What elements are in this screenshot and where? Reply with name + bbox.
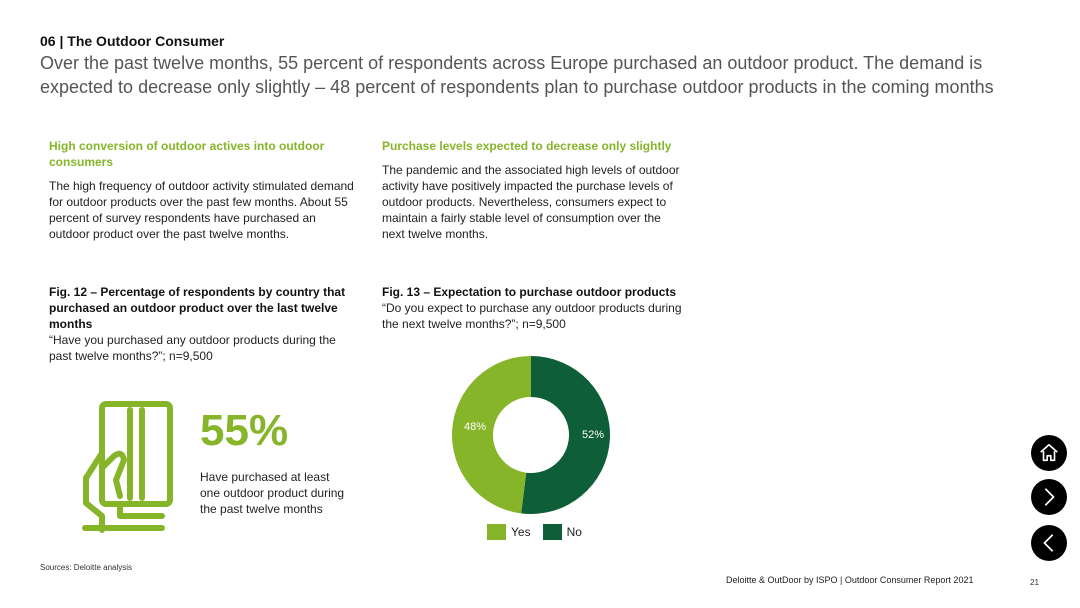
previous-page-button[interactable] <box>1031 525 1067 561</box>
left-sub-heading: High conversion of outdoor actives into … <box>49 139 325 169</box>
data-label-yes: 48% <box>464 421 486 433</box>
right-body-text: The pandemic and the associated high lev… <box>382 163 680 241</box>
donut-chart: 48% 52% <box>452 356 610 514</box>
report-footer: Deloitte & OutDoor by ISPO | Outdoor Con… <box>726 575 974 585</box>
section-title: 06 | The Outdoor Consumer <box>40 33 225 49</box>
legend-swatch-no <box>542 524 562 540</box>
stat-value: 55% <box>200 406 289 455</box>
left-body-text: The high frequency of outdoor activity s… <box>49 179 354 241</box>
fig12-title: Fig. 12 – Percentage of respondents by c… <box>49 285 346 331</box>
fig12-note: “Have you purchased any outdoor products… <box>49 333 336 363</box>
fig13-title: Fig. 13 – Expectation to purchase outdoo… <box>382 285 677 299</box>
legend-swatch-yes <box>487 524 506 540</box>
home-button[interactable] <box>1031 435 1067 471</box>
home-icon <box>1040 443 1058 462</box>
legend-label-no: No <box>566 525 582 539</box>
donut-slice-yes <box>452 356 531 514</box>
next-page-button[interactable] <box>1031 479 1067 515</box>
card-in-hand-icon <box>82 401 173 533</box>
legend-label-yes: Yes <box>511 525 531 539</box>
chevron-right-icon <box>1044 488 1055 506</box>
donut-slice-no <box>521 356 610 514</box>
chart-legend: Yes No <box>487 524 594 540</box>
right-column: Purchase levels expected to decrease onl… <box>382 138 682 242</box>
right-sub-heading: Purchase levels expected to decrease onl… <box>382 139 672 153</box>
data-label-no: 52% <box>582 429 604 441</box>
fig13-caption: Fig. 13 – Expectation to purchase outdoo… <box>382 284 682 332</box>
page-headline: Over the past twelve months, 55 percent … <box>40 53 994 97</box>
fig12-caption: Fig. 12 – Percentage of respondents by c… <box>49 284 354 364</box>
legend-item-no: No <box>542 524 582 540</box>
stat-description: Have purchased at least one outdoor prod… <box>200 470 345 516</box>
chevron-left-icon <box>1043 534 1054 552</box>
fig13-note: “Do you expect to purchase any outdoor p… <box>382 301 682 331</box>
sources-note: Sources: Deloitte analysis <box>40 563 133 572</box>
legend-item-yes: Yes <box>487 524 531 540</box>
left-column: High conversion of outdoor actives into … <box>49 138 359 242</box>
page-number: 21 <box>1030 578 1039 587</box>
